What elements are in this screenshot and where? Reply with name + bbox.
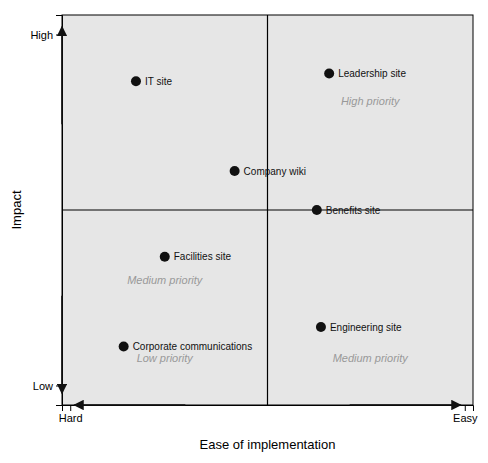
points	[119, 69, 335, 352]
x-axis: Hard Easy	[59, 405, 478, 424]
point	[160, 252, 170, 262]
arrow	[350, 404, 461, 406]
quadrant-label: Low priority	[137, 352, 195, 364]
arrow	[74, 404, 185, 406]
point	[119, 342, 129, 352]
point-label: Company wiki	[244, 166, 306, 177]
quadrant-label: High priority	[341, 95, 401, 107]
point-label: Facilities site	[174, 251, 232, 262]
arrows	[62, 27, 461, 405]
tick-label: High	[30, 29, 53, 41]
tick-mark	[56, 386, 62, 387]
quadrant-label: Medium priority	[127, 274, 204, 286]
point-label: Corporate communications	[133, 341, 253, 352]
quadrant-label: Medium priority	[333, 352, 410, 364]
point-labels: IT site Leadership site Company wiki Benefi…	[133, 68, 407, 352]
point	[312, 205, 322, 215]
point-label: Benefits site	[326, 205, 381, 216]
point-label: IT site	[145, 76, 172, 87]
plot-background	[62, 15, 473, 405]
point	[230, 166, 240, 176]
chart: Medium priority High priority Low priority…	[0, 0, 488, 463]
tick: Low	[33, 380, 62, 392]
tick: Easy	[453, 405, 478, 424]
point	[324, 69, 334, 79]
tick: Hard	[59, 405, 83, 424]
tick-label: Hard	[59, 412, 83, 424]
hline	[62, 209, 473, 210]
tick-label: Easy	[453, 412, 478, 424]
tick-mark	[56, 35, 62, 36]
point	[131, 76, 141, 86]
y-axis-title: Impact	[9, 190, 24, 229]
arrow	[61, 27, 63, 125]
arrow	[61, 296, 63, 394]
axis-line	[63, 406, 474, 412]
x-axis-title: Ease of implementation	[200, 437, 336, 452]
tick-label: Low	[33, 380, 53, 392]
plot-frame	[62, 15, 473, 405]
y-axis: High Low	[30, 16, 62, 406]
quadrant-lines	[62, 15, 473, 405]
point	[316, 322, 326, 332]
quadrant-labels: Medium priority High priority Low priority…	[127, 95, 409, 364]
tick-mark	[465, 405, 466, 411]
tick: High	[30, 29, 62, 41]
plot: Medium priority High priority Low priority…	[30, 15, 478, 424]
point-label: Leadership site	[338, 68, 406, 79]
tick-mark	[70, 405, 71, 411]
point-label: Engineering site	[330, 322, 402, 333]
